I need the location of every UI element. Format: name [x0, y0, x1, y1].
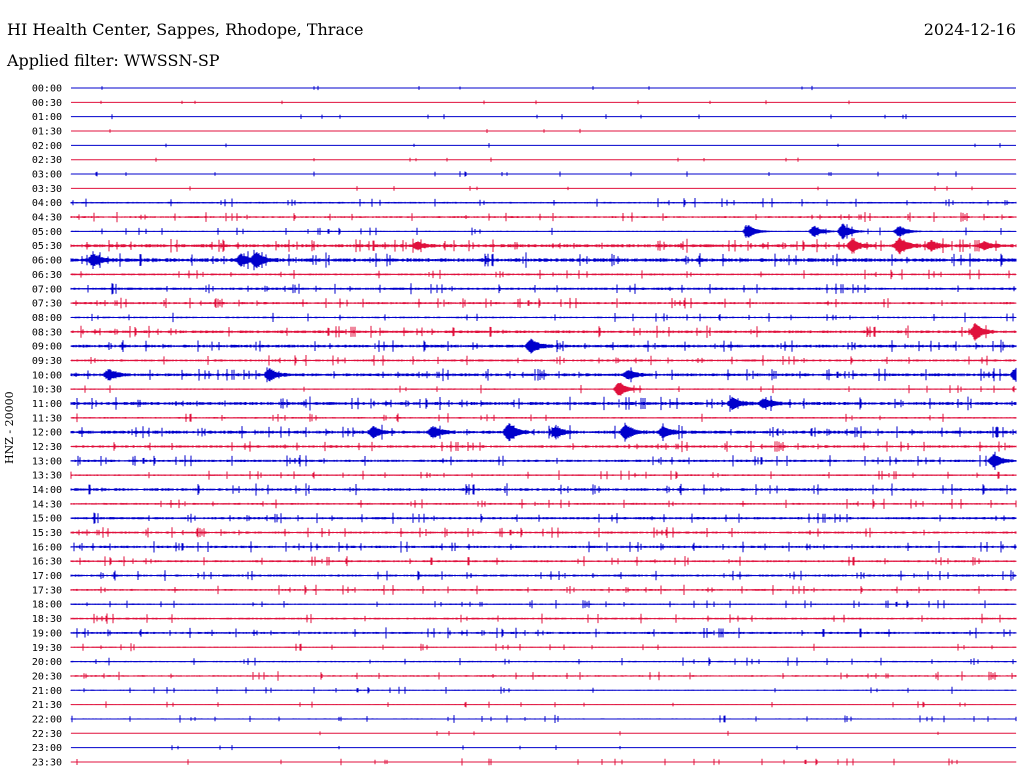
row-label-2100: 21:00 [32, 686, 62, 697]
trace-1200 [70, 422, 1017, 442]
row-label-0100: 01:00 [32, 112, 62, 123]
trace-1130 [70, 413, 1017, 423]
seismic-traces [70, 85, 1017, 766]
row-label-0000: 00:00 [32, 84, 62, 95]
row-label-0800: 08:00 [32, 313, 62, 324]
trace-1000 [70, 367, 1017, 383]
row-label-0030: 00:30 [32, 98, 62, 109]
row-time-labels: 00:00 00:30 01:00 01:30 02:00 02:30 03:00 03:30… [32, 84, 62, 769]
row-label-1900: 19:00 [32, 628, 62, 639]
trace-1900 [70, 627, 1017, 639]
row-label-1300: 13:00 [32, 456, 62, 467]
row-label-1600: 16:00 [32, 542, 62, 553]
row-label-0330: 03:30 [32, 184, 62, 195]
row-label-1000: 10:00 [32, 370, 62, 381]
trace-1800 [70, 600, 1017, 609]
trace-1300 [70, 451, 1017, 470]
trace-1600 [70, 541, 1017, 553]
row-label-2000: 20:00 [32, 657, 62, 668]
row-label-0700: 07:00 [32, 284, 62, 295]
trace-2330 [70, 758, 1017, 766]
trace-0300 [70, 171, 1017, 177]
row-label-0300: 03:00 [32, 170, 62, 181]
row-label-1630: 16:30 [32, 557, 62, 568]
row-label-2300: 23:00 [32, 743, 62, 754]
row-label-1930: 19:30 [32, 643, 62, 654]
row-label-1030: 10:30 [32, 385, 62, 396]
row-label-2130: 21:30 [32, 700, 62, 711]
row-label-2200: 22:00 [32, 714, 62, 725]
trace-0330 [70, 186, 1017, 191]
row-label-0730: 07:30 [32, 299, 62, 310]
trace-1730 [70, 584, 1017, 595]
trace-1530 [70, 527, 1017, 538]
trace-2300 [70, 745, 1017, 751]
row-label-0600: 06:00 [32, 256, 62, 267]
row-label-1400: 14:00 [32, 485, 62, 496]
trace-1400 [70, 483, 1017, 496]
row-label-1730: 17:30 [32, 585, 62, 596]
row-label-0830: 08:30 [32, 327, 62, 338]
row-label-1130: 11:30 [32, 413, 62, 424]
row-label-1530: 15:30 [32, 528, 62, 539]
row-label-0930: 09:30 [32, 356, 62, 367]
row-label-0500: 05:00 [32, 227, 62, 238]
row-label-0900: 09:00 [32, 342, 62, 353]
row-label-0400: 04:00 [32, 198, 62, 209]
row-label-1830: 18:30 [32, 614, 62, 625]
trace-0930 [70, 355, 1017, 366]
trace-0700 [70, 283, 1017, 295]
row-label-1500: 15:00 [32, 514, 62, 525]
trace-2230 [70, 730, 1017, 736]
trace-0630 [70, 269, 1017, 280]
trace-0100 [70, 114, 1017, 120]
row-label-1330: 13:30 [32, 471, 62, 482]
row-label-2230: 22:30 [32, 729, 62, 740]
trace-1430 [70, 498, 1017, 509]
trace-1830 [70, 613, 1017, 624]
row-label-0230: 02:30 [32, 155, 62, 166]
filter-label: Applied filter: WWSSN-SP [7, 51, 220, 70]
row-label-1700: 17:00 [32, 571, 62, 582]
trace-2000 [70, 657, 1017, 666]
trace-0900 [70, 338, 1017, 354]
trace-1630 [70, 556, 1017, 567]
trace-2200 [70, 714, 1017, 723]
trace-0530 [70, 237, 1017, 255]
row-label-0430: 04:30 [32, 213, 62, 224]
trace-0500 [70, 223, 1017, 240]
trace-0430 [70, 212, 1017, 223]
row-label-0630: 06:30 [32, 270, 62, 281]
trace-0730 [70, 297, 1017, 309]
row-label-0130: 01:30 [32, 127, 62, 138]
row-label-2330: 23:30 [32, 757, 62, 768]
record-date: 2024-12-16 [923, 20, 1016, 39]
trace-1230 [70, 440, 1017, 453]
trace-2130 [70, 701, 1017, 708]
trace-0400 [70, 198, 1017, 208]
station-title: HI Health Center, Sappes, Rhodope, Thrac… [7, 20, 364, 39]
row-label-0200: 02:00 [32, 141, 62, 152]
trace-2030 [70, 671, 1017, 681]
row-label-1100: 11:00 [32, 399, 62, 410]
row-label-0530: 05:30 [32, 241, 62, 252]
trace-1030 [70, 382, 1017, 396]
trace-1930 [70, 643, 1017, 652]
trace-1330 [70, 470, 1017, 480]
row-label-1430: 14:30 [32, 499, 62, 510]
trace-1500 [70, 512, 1017, 524]
trace-0830 [70, 323, 1017, 341]
row-label-1200: 12:00 [32, 428, 62, 439]
trace-1700 [70, 570, 1017, 581]
trace-0800 [70, 312, 1017, 323]
trace-2100 [70, 686, 1017, 694]
row-label-1800: 18:00 [32, 600, 62, 611]
row-label-1230: 12:30 [32, 442, 62, 453]
trace-0600 [70, 249, 1017, 271]
row-label-2030: 20:30 [32, 671, 62, 682]
trace-1100 [70, 395, 1017, 412]
